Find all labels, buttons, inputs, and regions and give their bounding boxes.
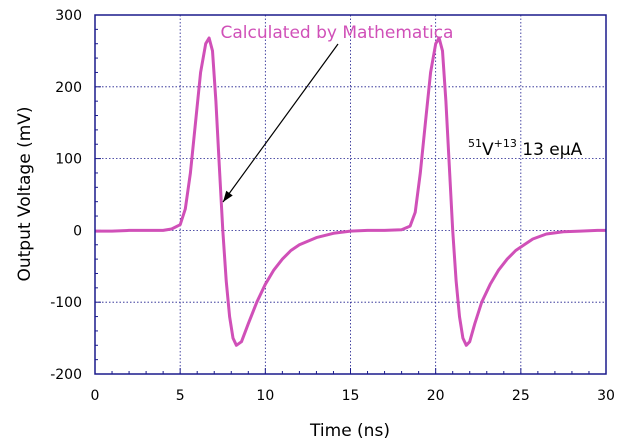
beam-current: 13 eμA [517, 140, 583, 160]
tick-labels: 0 5 10 15 20 25 30 300 200 100 0 -100 -200 [50, 8, 615, 404]
annotation-arrow [222, 43, 339, 203]
isotope-mass-number: 51 [468, 137, 482, 150]
plot-frame [94, 14, 607, 375]
y-tick-label: 300 [55, 8, 82, 24]
x-axis-title: Time (ns) [309, 421, 390, 441]
annotation-ion-label: 51V+13 13 eμA [468, 137, 583, 160]
x-tick-label: 15 [342, 388, 360, 404]
y-tick-label: 200 [55, 80, 82, 96]
charge-state: +13 [494, 137, 517, 150]
annotation-mathematica: Calculated by Mathematica [221, 23, 454, 43]
annotation-arrowhead [223, 190, 233, 202]
x-tick-label: 25 [512, 388, 530, 404]
x-tick-label: 0 [91, 388, 100, 404]
y-axis-title: Output Voltage (mV) [15, 106, 35, 281]
x-tick-label: 10 [256, 388, 274, 404]
element-symbol: V [482, 140, 494, 160]
y-tick-label: 100 [55, 152, 82, 168]
output-voltage-curve [95, 36, 606, 347]
y-tick-label: 0 [73, 223, 82, 239]
x-tick-label: 30 [597, 388, 615, 404]
y-tick-label: -200 [50, 367, 82, 383]
grid-lines [95, 15, 606, 374]
x-tick-label: 20 [427, 388, 445, 404]
x-tick-label: 5 [176, 388, 185, 404]
y-tick-label: -100 [50, 295, 82, 311]
